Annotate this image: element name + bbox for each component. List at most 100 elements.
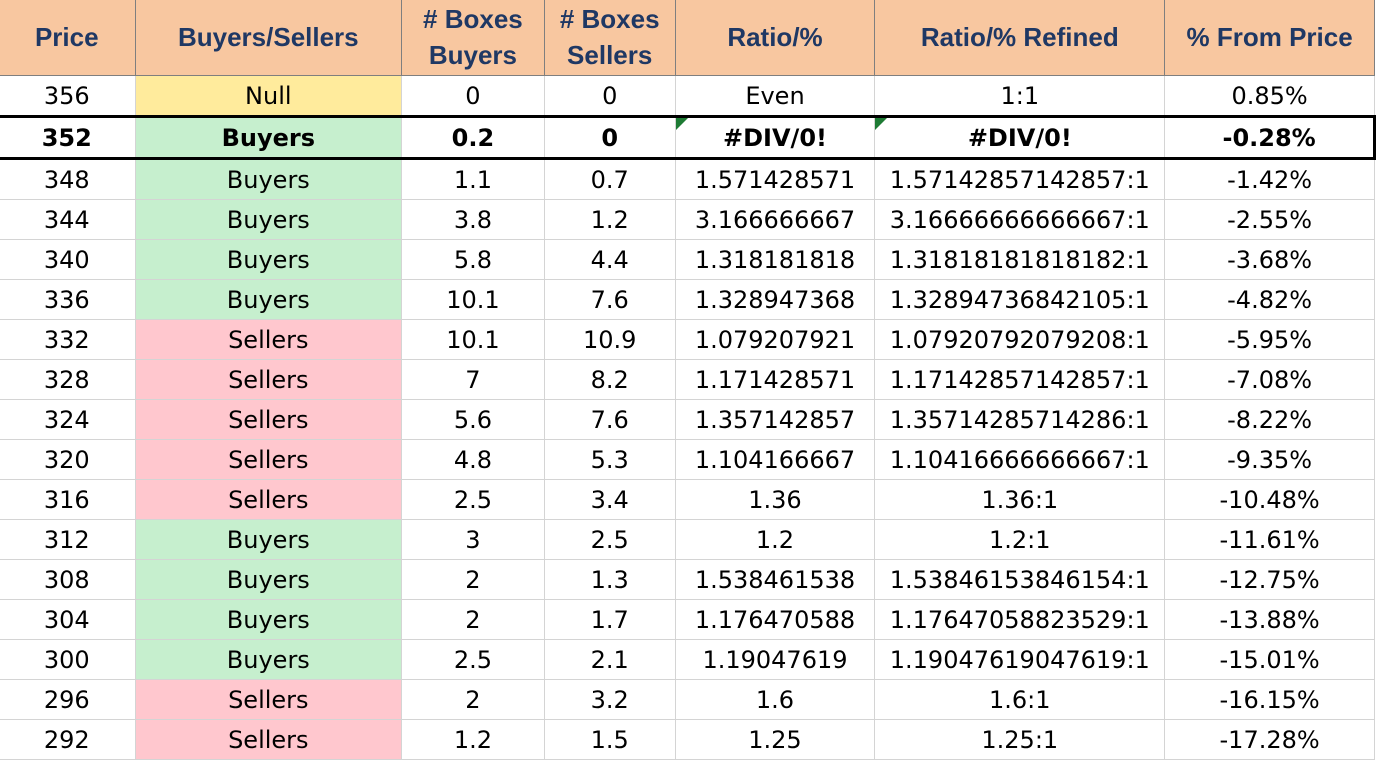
cell-pct-from-price[interactable]: -1.42%	[1164, 158, 1375, 200]
cell-buyers-sellers[interactable]: Sellers	[134, 719, 403, 760]
cell-boxes-buyers[interactable]: 2	[401, 599, 545, 640]
cell-boxes-buyers[interactable]: 0	[401, 75, 545, 117]
cell-ratio[interactable]: #DIV/0!	[674, 115, 876, 160]
cell-ratio[interactable]: 1.318181818	[674, 239, 876, 280]
cell-pct-from-price[interactable]: -4.82%	[1164, 279, 1375, 320]
cell-buyers-sellers[interactable]: Null	[134, 75, 403, 117]
cell-boxes-buyers[interactable]: 2	[401, 559, 545, 600]
header-pct-from-price[interactable]: % From Price	[1164, 0, 1375, 76]
cell-buyers-sellers[interactable]: Sellers	[134, 399, 403, 440]
cell-ratio-refined[interactable]: 1.17647058823529:1	[874, 599, 1166, 640]
cell-ratio-refined[interactable]: 1.32894736842105:1	[874, 279, 1166, 320]
cell-ratio[interactable]: 1.104166667	[674, 439, 876, 480]
cell-ratio[interactable]: 1.36	[674, 479, 876, 520]
cell-boxes-sellers[interactable]: 7.6	[543, 399, 676, 440]
cell-buyers-sellers[interactable]: Buyers	[134, 199, 403, 240]
cell-buyers-sellers[interactable]: Buyers	[134, 158, 403, 200]
cell-pct-from-price[interactable]: 0.85%	[1164, 75, 1375, 117]
cell-ratio[interactable]: 1.571428571	[674, 158, 876, 200]
cell-pct-from-price[interactable]: -7.08%	[1164, 359, 1375, 400]
cell-buyers-sellers[interactable]: Buyers	[134, 559, 403, 600]
cell-price[interactable]: 304	[0, 599, 136, 640]
cell-price[interactable]: 308	[0, 559, 136, 600]
cell-ratio-refined[interactable]: 1.17142857142857:1	[874, 359, 1166, 400]
cell-boxes-buyers[interactable]: 10.1	[401, 319, 545, 360]
cell-pct-from-price[interactable]: -5.95%	[1164, 319, 1375, 360]
cell-ratio-refined[interactable]: 3.16666666666667:1	[874, 199, 1166, 240]
header-buyers-sellers[interactable]: Buyers/Sellers	[134, 0, 403, 76]
cell-buyers-sellers[interactable]: Buyers	[134, 639, 403, 680]
cell-boxes-buyers[interactable]: 10.1	[401, 279, 545, 320]
cell-price[interactable]: 356	[0, 75, 136, 117]
cell-boxes-sellers[interactable]: 0	[543, 115, 676, 160]
cell-ratio-refined[interactable]: 1.10416666666667:1	[874, 439, 1166, 480]
cell-ratio-refined[interactable]: 1.19047619047619:1	[874, 639, 1166, 680]
header-boxes-sellers[interactable]: # Boxes Sellers	[543, 0, 676, 76]
cell-ratio[interactable]: 1.176470588	[674, 599, 876, 640]
cell-ratio[interactable]: 1.357142857	[674, 399, 876, 440]
cell-ratio-refined[interactable]: 1.25:1	[874, 719, 1166, 760]
cell-boxes-sellers[interactable]: 2.5	[543, 519, 676, 560]
cell-pct-from-price[interactable]: -0.28%	[1164, 115, 1376, 160]
cell-boxes-sellers[interactable]: 10.9	[543, 319, 676, 360]
cell-ratio-refined[interactable]: 1.6:1	[874, 679, 1166, 720]
cell-ratio-refined[interactable]: 1.53846153846154:1	[874, 559, 1166, 600]
cell-boxes-buyers[interactable]: 0.2	[401, 115, 545, 160]
cell-ratio[interactable]: 1.19047619	[674, 639, 876, 680]
cell-buyers-sellers[interactable]: Sellers	[134, 679, 403, 720]
cell-boxes-buyers[interactable]: 3.8	[401, 199, 545, 240]
cell-price[interactable]: 336	[0, 279, 136, 320]
cell-pct-from-price[interactable]: -3.68%	[1164, 239, 1375, 280]
cell-price[interactable]: 332	[0, 319, 136, 360]
header-boxes-buyers[interactable]: # Boxes Buyers	[401, 0, 545, 76]
header-ratio[interactable]: Ratio/%	[674, 0, 876, 76]
cell-buyers-sellers[interactable]: Buyers	[134, 239, 403, 280]
cell-ratio-refined[interactable]: 1.57142857142857:1	[874, 158, 1166, 200]
cell-boxes-buyers[interactable]: 2.5	[401, 479, 545, 520]
cell-boxes-buyers[interactable]: 2	[401, 679, 545, 720]
cell-boxes-buyers[interactable]: 1.2	[401, 719, 545, 760]
header-ratio-refined[interactable]: Ratio/% Refined	[874, 0, 1166, 76]
cell-ratio[interactable]: 1.2	[674, 519, 876, 560]
cell-price[interactable]: 324	[0, 399, 136, 440]
cell-buyers-sellers[interactable]: Sellers	[134, 359, 403, 400]
cell-buyers-sellers[interactable]: Buyers	[134, 279, 403, 320]
cell-boxes-buyers[interactable]: 5.8	[401, 239, 545, 280]
cell-pct-from-price[interactable]: -9.35%	[1164, 439, 1375, 480]
cell-boxes-sellers[interactable]: 1.7	[543, 599, 676, 640]
cell-boxes-buyers[interactable]: 4.8	[401, 439, 545, 480]
cell-price[interactable]: 344	[0, 199, 136, 240]
cell-price[interactable]: 300	[0, 639, 136, 680]
cell-boxes-sellers[interactable]: 1.5	[543, 719, 676, 760]
cell-ratio-refined[interactable]: 1.35714285714286:1	[874, 399, 1166, 440]
cell-ratio[interactable]: 1.538461538	[674, 559, 876, 600]
cell-price[interactable]: 316	[0, 479, 136, 520]
cell-ratio-refined[interactable]: 1.36:1	[874, 479, 1166, 520]
cell-buyers-sellers[interactable]: Buyers	[134, 115, 403, 160]
cell-ratio-refined[interactable]: #DIV/0!	[874, 115, 1166, 160]
cell-pct-from-price[interactable]: -11.61%	[1164, 519, 1375, 560]
cell-pct-from-price[interactable]: -15.01%	[1164, 639, 1375, 680]
cell-boxes-sellers[interactable]: 0.7	[543, 158, 676, 200]
cell-boxes-sellers[interactable]: 1.2	[543, 199, 676, 240]
cell-price[interactable]: 320	[0, 439, 136, 480]
cell-ratio-refined[interactable]: 1:1	[874, 75, 1166, 117]
cell-ratio[interactable]: 1.6	[674, 679, 876, 720]
cell-boxes-sellers[interactable]: 8.2	[543, 359, 676, 400]
cell-boxes-sellers[interactable]: 1.3	[543, 559, 676, 600]
cell-buyers-sellers[interactable]: Buyers	[134, 599, 403, 640]
cell-boxes-sellers[interactable]: 2.1	[543, 639, 676, 680]
cell-price[interactable]: 312	[0, 519, 136, 560]
cell-ratio-refined[interactable]: 1.31818181818182:1	[874, 239, 1166, 280]
cell-boxes-sellers[interactable]: 5.3	[543, 439, 676, 480]
cell-boxes-buyers[interactable]: 2.5	[401, 639, 545, 680]
cell-buyers-sellers[interactable]: Sellers	[134, 439, 403, 480]
cell-ratio[interactable]: 1.25	[674, 719, 876, 760]
cell-pct-from-price[interactable]: -16.15%	[1164, 679, 1375, 720]
cell-price[interactable]: 292	[0, 719, 136, 760]
cell-boxes-buyers[interactable]: 3	[401, 519, 545, 560]
cell-boxes-buyers[interactable]: 5.6	[401, 399, 545, 440]
cell-price[interactable]: 340	[0, 239, 136, 280]
cell-ratio-refined[interactable]: 1.07920792079208:1	[874, 319, 1166, 360]
cell-boxes-sellers[interactable]: 4.4	[543, 239, 676, 280]
